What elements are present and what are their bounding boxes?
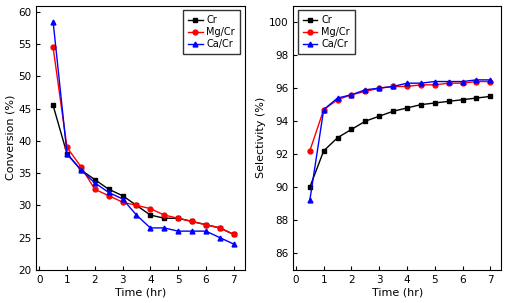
- Line: Cr: Cr: [51, 103, 236, 237]
- Cr: [203, 223, 209, 227]
- Ca/Cr: [147, 226, 153, 230]
- Mg/Cr: [390, 85, 396, 88]
- Ca/Cr: [203, 229, 209, 233]
- Mg/Cr: [175, 216, 181, 220]
- Cr: [459, 98, 465, 102]
- Ca/Cr: [231, 242, 237, 246]
- Cr: [92, 178, 98, 181]
- Ca/Cr: [175, 229, 181, 233]
- Y-axis label: Selectivity (%): Selectivity (%): [256, 97, 266, 178]
- Mg/Cr: [335, 98, 341, 102]
- Ca/Cr: [307, 199, 313, 202]
- Ca/Cr: [474, 78, 480, 82]
- Mg/Cr: [203, 223, 209, 227]
- Ca/Cr: [459, 80, 465, 83]
- Cr: [216, 226, 223, 230]
- Ca/Cr: [335, 96, 341, 100]
- Mg/Cr: [78, 165, 84, 168]
- X-axis label: Time (hr): Time (hr): [115, 288, 166, 298]
- Cr: [50, 104, 56, 107]
- Ca/Cr: [432, 80, 438, 83]
- Mg/Cr: [216, 226, 223, 230]
- Mg/Cr: [348, 93, 354, 97]
- Mg/Cr: [487, 80, 493, 83]
- Ca/Cr: [161, 226, 167, 230]
- Cr: [307, 185, 313, 189]
- Ca/Cr: [216, 236, 223, 239]
- Cr: [418, 103, 424, 106]
- Ca/Cr: [348, 93, 354, 97]
- Y-axis label: Conversion (%): Conversion (%): [6, 95, 16, 180]
- Ca/Cr: [120, 197, 126, 201]
- Mg/Cr: [363, 90, 369, 93]
- Cr: [390, 109, 396, 113]
- Ca/Cr: [50, 20, 56, 24]
- Line: Mg/Cr: Mg/Cr: [307, 79, 493, 153]
- Mg/Cr: [446, 82, 452, 85]
- Ca/Cr: [390, 85, 396, 88]
- Line: Ca/Cr: Ca/Cr: [307, 78, 493, 203]
- Cr: [335, 136, 341, 139]
- Mg/Cr: [105, 194, 112, 198]
- Cr: [161, 216, 167, 220]
- Cr: [474, 96, 480, 100]
- Mg/Cr: [189, 220, 195, 223]
- Cr: [446, 99, 452, 103]
- Line: Cr: Cr: [307, 94, 493, 190]
- Mg/Cr: [133, 204, 139, 207]
- X-axis label: Time (hr): Time (hr): [372, 288, 423, 298]
- Cr: [105, 188, 112, 191]
- Line: Mg/Cr: Mg/Cr: [51, 45, 236, 237]
- Mg/Cr: [231, 232, 237, 236]
- Cr: [133, 204, 139, 207]
- Cr: [231, 232, 237, 236]
- Ca/Cr: [404, 82, 410, 85]
- Mg/Cr: [320, 108, 327, 112]
- Ca/Cr: [363, 88, 369, 92]
- Ca/Cr: [320, 108, 327, 112]
- Mg/Cr: [376, 86, 382, 90]
- Mg/Cr: [418, 83, 424, 87]
- Cr: [376, 115, 382, 118]
- Mg/Cr: [474, 80, 480, 83]
- Mg/Cr: [404, 85, 410, 88]
- Mg/Cr: [432, 83, 438, 87]
- Cr: [147, 213, 153, 217]
- Legend: Cr, Mg/Cr, Ca/Cr: Cr, Mg/Cr, Ca/Cr: [298, 10, 355, 54]
- Mg/Cr: [161, 213, 167, 217]
- Cr: [363, 119, 369, 123]
- Legend: Cr, Mg/Cr, Ca/Cr: Cr, Mg/Cr, Ca/Cr: [183, 10, 240, 54]
- Cr: [189, 220, 195, 223]
- Cr: [175, 216, 181, 220]
- Cr: [348, 128, 354, 131]
- Mg/Cr: [120, 200, 126, 204]
- Cr: [432, 101, 438, 105]
- Ca/Cr: [92, 181, 98, 185]
- Mg/Cr: [64, 145, 70, 149]
- Mg/Cr: [307, 149, 313, 153]
- Cr: [120, 194, 126, 198]
- Mg/Cr: [459, 82, 465, 85]
- Ca/Cr: [418, 82, 424, 85]
- Cr: [404, 106, 410, 110]
- Ca/Cr: [133, 213, 139, 217]
- Ca/Cr: [78, 168, 84, 172]
- Ca/Cr: [376, 86, 382, 90]
- Cr: [64, 152, 70, 156]
- Ca/Cr: [487, 78, 493, 82]
- Mg/Cr: [50, 46, 56, 49]
- Cr: [487, 95, 493, 98]
- Ca/Cr: [189, 229, 195, 233]
- Ca/Cr: [105, 191, 112, 194]
- Line: Ca/Cr: Ca/Cr: [51, 19, 236, 246]
- Cr: [320, 149, 327, 153]
- Cr: [78, 168, 84, 172]
- Ca/Cr: [446, 80, 452, 83]
- Mg/Cr: [147, 207, 153, 210]
- Ca/Cr: [64, 152, 70, 156]
- Mg/Cr: [92, 188, 98, 191]
